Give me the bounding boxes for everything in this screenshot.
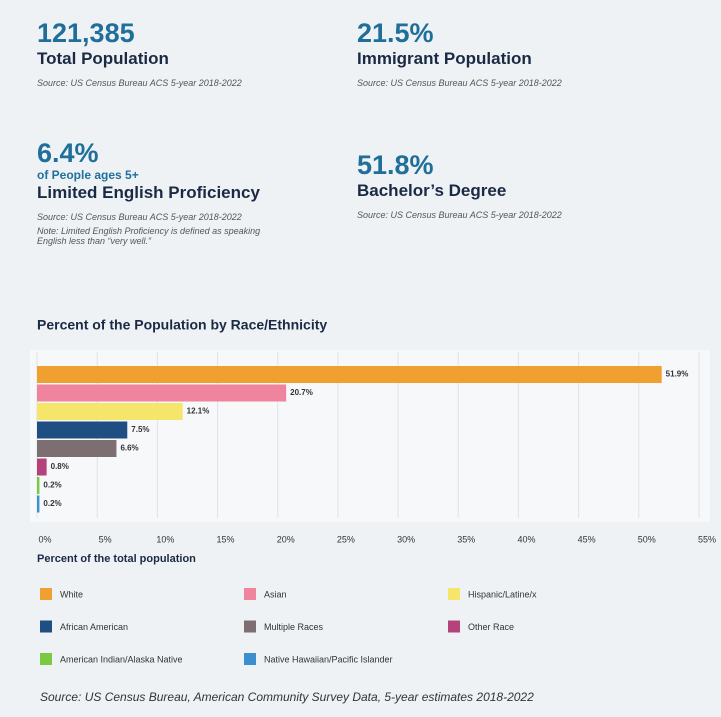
stat-value: 121,385 <box>37 18 135 48</box>
x-tick-label: 25% <box>337 534 355 544</box>
stat-source: Source: US Census Bureau ACS 5-year 2018… <box>357 78 562 88</box>
legend-label: African American <box>60 622 128 632</box>
stat-value: 6.4% <box>37 138 99 168</box>
x-tick-label: 20% <box>277 534 295 544</box>
stat-source: Source: US Census Bureau ACS 5-year 2018… <box>37 78 242 88</box>
x-tick-label: 45% <box>578 534 596 544</box>
bar <box>37 403 183 420</box>
value-label: 51.9% <box>666 370 689 379</box>
value-label: 20.7% <box>290 388 313 397</box>
value-label: 12.1% <box>187 407 210 416</box>
x-tick-label: 35% <box>457 534 475 544</box>
stat: 6.4% of People ages 5+ Limited English P… <box>37 138 337 246</box>
legend-swatch <box>448 620 460 633</box>
stat-value: 21.5% <box>357 18 434 48</box>
bar <box>37 440 117 457</box>
x-tick-label: 55% <box>698 534 716 544</box>
bar <box>37 366 662 383</box>
x-tick-label: 15% <box>217 534 235 544</box>
legend-swatch <box>448 588 460 600</box>
bar <box>37 495 40 513</box>
legend-swatch <box>244 588 256 600</box>
x-tick-label: 5% <box>99 534 112 544</box>
value-label: 0.8% <box>51 462 69 471</box>
legend-label: Native Hawaiian/Pacific Islander <box>264 654 393 664</box>
stat-label: Limited English Proficiency <box>37 183 260 202</box>
value-label: 0.2% <box>43 481 61 490</box>
bar <box>37 384 287 402</box>
legend-label: Other Race <box>468 622 514 632</box>
chart-title: Percent of the Population by Race/Ethnic… <box>37 317 327 333</box>
legend-swatch <box>40 588 52 600</box>
legend-swatch <box>40 653 52 665</box>
value-label: 0.2% <box>43 499 61 508</box>
bar <box>37 458 47 476</box>
x-axis-label: Percent of the total population <box>37 553 196 565</box>
legend-label: American Indian/Alaska Native <box>60 654 183 664</box>
stat-value: 51.8% <box>357 150 434 180</box>
legend-swatch <box>244 653 256 665</box>
stat-source: Source: US Census Bureau ACS 5-year 2018… <box>357 210 562 220</box>
legend-swatch <box>244 620 256 633</box>
stat: 121,385 Total Population Source: US Cens… <box>37 18 337 88</box>
stat-sublabel: of People ages 5+ <box>37 168 139 182</box>
legend-label: White <box>60 589 83 599</box>
bar <box>37 421 128 439</box>
x-tick-label: 40% <box>517 534 535 544</box>
x-tick-label: 30% <box>397 534 415 544</box>
legend-label: Hispanic/Latine/x <box>468 589 537 599</box>
stat-label: Bachelor’s Degree <box>357 181 507 200</box>
stat-note: Note: Limited English Proficiency is def… <box>37 226 261 246</box>
stat: 21.5% Immigrant Population Source: US Ce… <box>357 18 657 88</box>
bar <box>37 477 40 494</box>
value-label: 7.5% <box>131 425 149 434</box>
x-tick-label: 10% <box>156 534 174 544</box>
chart-source: Source: US Census Bureau, American Commu… <box>40 690 534 704</box>
stat: 51.8% Bachelor’s Degree Source: US Censu… <box>357 150 657 220</box>
legend-swatch <box>40 620 52 633</box>
stat-label: Total Population <box>37 49 169 68</box>
stat-label: Immigrant Population <box>357 49 532 68</box>
value-label: 6.6% <box>120 444 138 453</box>
x-tick-label: 0% <box>38 534 51 544</box>
legend-label: Multiple Races <box>264 622 324 632</box>
x-tick-label: 50% <box>638 534 656 544</box>
legend-label: Asian <box>264 589 287 599</box>
stat-source: Source: US Census Bureau ACS 5-year 2018… <box>37 212 242 222</box>
